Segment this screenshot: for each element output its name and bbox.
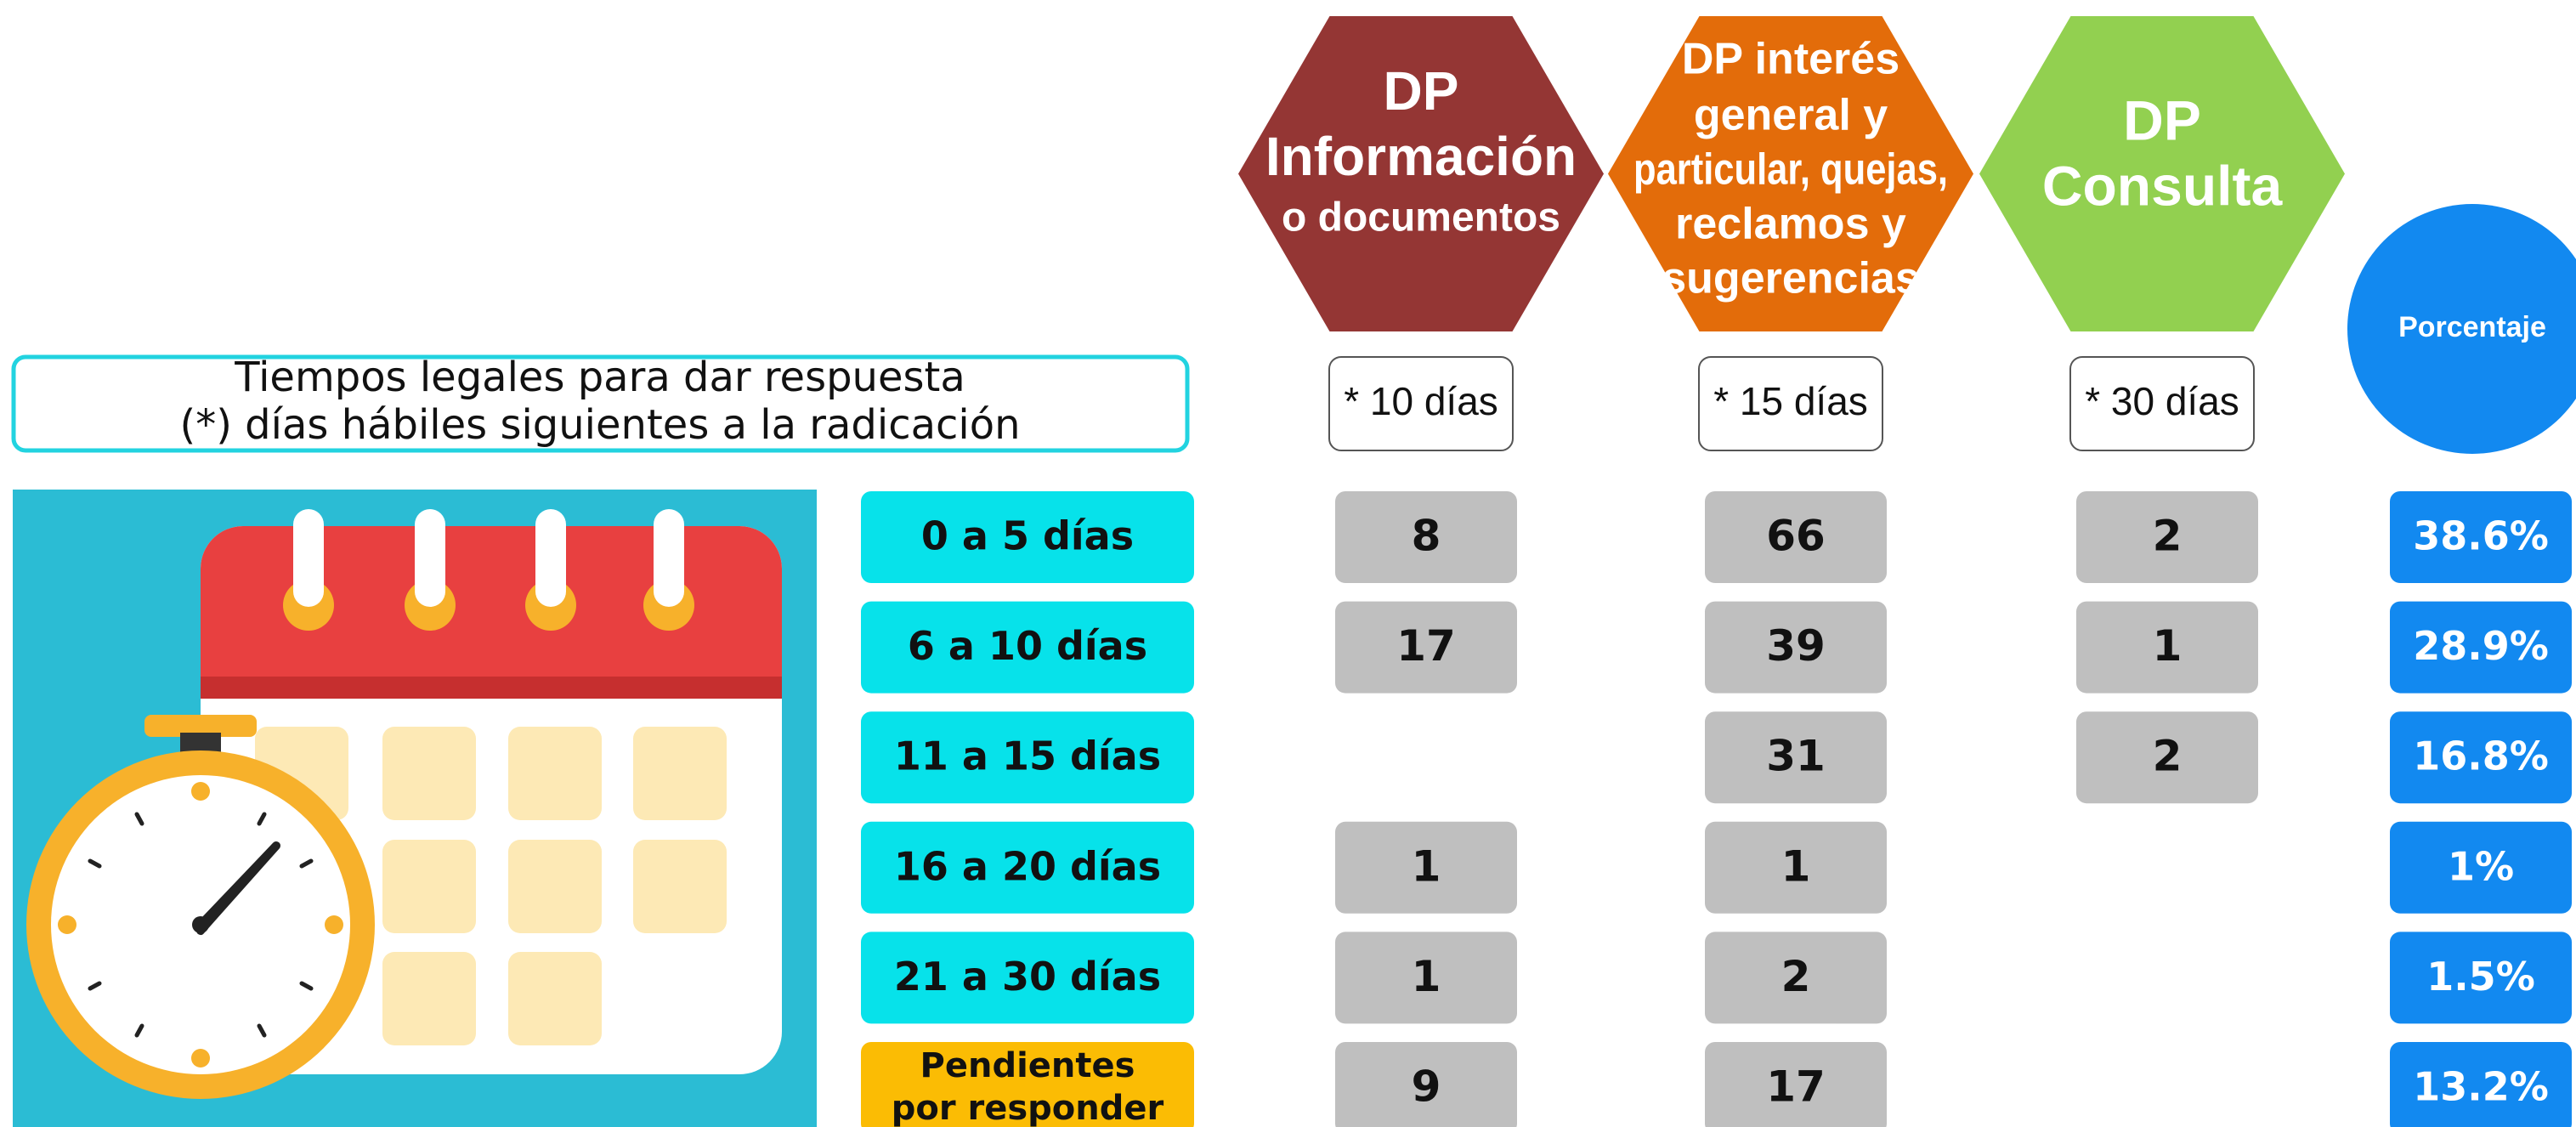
deadline-box — [2069, 356, 2255, 451]
value: 31 — [1766, 732, 1826, 781]
value-box — [1705, 932, 1887, 1024]
row-label: por responder — [892, 1089, 1164, 1127]
deadline: * 15 días — [1713, 379, 1868, 423]
row-label-box — [861, 821, 1194, 914]
deadline-box — [1328, 356, 1514, 451]
column-title: sugerencias — [1662, 254, 1920, 303]
value: 1 — [2153, 621, 2183, 671]
legal-times-box — [11, 354, 1190, 453]
row-label-box — [861, 601, 1194, 694]
percentage: 1% — [2448, 843, 2514, 889]
value: 8 — [1412, 512, 1441, 561]
percentage-box — [2390, 601, 2572, 694]
percentage-box — [2390, 1042, 2572, 1127]
value-box — [1705, 601, 1887, 694]
calendar-illustration — [13, 490, 817, 1127]
value-box — [1335, 601, 1517, 694]
value: 39 — [1766, 621, 1826, 671]
value: 17 — [1766, 1062, 1826, 1112]
column-hexagon — [1608, 16, 1973, 331]
percentage: 16.8% — [2413, 733, 2549, 779]
percentage-box — [2390, 932, 2572, 1024]
value-box — [1705, 711, 1887, 804]
row-label: 11 a 15 días — [894, 733, 1161, 779]
value: 1 — [1412, 952, 1441, 1001]
column-title: Consulta — [2042, 154, 2284, 217]
row-label-box — [861, 491, 1194, 583]
row-label-box — [861, 711, 1194, 804]
percentage-header: Porcentaje — [2398, 311, 2546, 343]
legal-times-line: (*) días hábiles siguientes a la radicac… — [179, 401, 1020, 449]
legal-times-line: Tiempos legales para dar respuesta — [234, 354, 965, 401]
value: 2 — [1781, 952, 1811, 1001]
value: 9 — [1412, 1062, 1441, 1112]
column-title: Información — [1265, 126, 1577, 187]
row-label: 0 a 5 días — [921, 513, 1134, 559]
value-box — [1705, 1042, 1887, 1127]
value: 2 — [2153, 512, 2183, 561]
value: 2 — [2153, 732, 2183, 781]
value: 17 — [1396, 621, 1456, 671]
value: 66 — [1766, 512, 1826, 561]
value: 1 — [1412, 841, 1441, 891]
value-box — [1705, 821, 1887, 914]
value-box — [1335, 491, 1517, 583]
column-hexagon — [1238, 16, 1604, 331]
row-label-box — [861, 932, 1194, 1024]
column-title: o documentos — [1282, 195, 1560, 241]
percentage: 1.5% — [2426, 954, 2535, 1000]
row-label: 16 a 20 días — [894, 843, 1161, 889]
percentage: 13.2% — [2413, 1064, 2549, 1110]
percentage-box — [2390, 711, 2572, 804]
value-box — [2076, 601, 2258, 694]
column-hexagon — [1979, 16, 2345, 331]
column-title: DP interés — [1682, 35, 1899, 84]
deadline-box — [1698, 356, 1883, 451]
value-box — [1335, 1042, 1517, 1127]
column-title: general y — [1694, 91, 1888, 140]
column-title: DP — [2123, 88, 2201, 151]
percentage: 28.9% — [2413, 623, 2549, 669]
percentage: 38.6% — [2413, 513, 2549, 559]
percentage-header-circle — [2347, 204, 2576, 454]
column-title: particular, quejas, — [1633, 145, 1948, 195]
percentage-box — [2390, 491, 2572, 583]
value-box — [1705, 491, 1887, 583]
value-box — [1335, 932, 1517, 1024]
percentage-box — [2390, 821, 2572, 914]
row-label: Pendientes — [920, 1046, 1135, 1085]
value-box — [2076, 711, 2258, 804]
deadline: * 10 días — [1344, 379, 1498, 423]
deadline: * 30 días — [2085, 379, 2239, 423]
value-box — [2076, 491, 2258, 583]
row-label: 21 a 30 días — [894, 954, 1161, 1000]
value: 1 — [1781, 841, 1811, 891]
column-title: DP — [1384, 60, 1459, 122]
column-title: reclamos y — [1675, 200, 1906, 249]
row-label-box — [861, 1042, 1194, 1127]
row-label: 6 a 10 días — [908, 623, 1147, 669]
value-box — [1335, 821, 1517, 914]
